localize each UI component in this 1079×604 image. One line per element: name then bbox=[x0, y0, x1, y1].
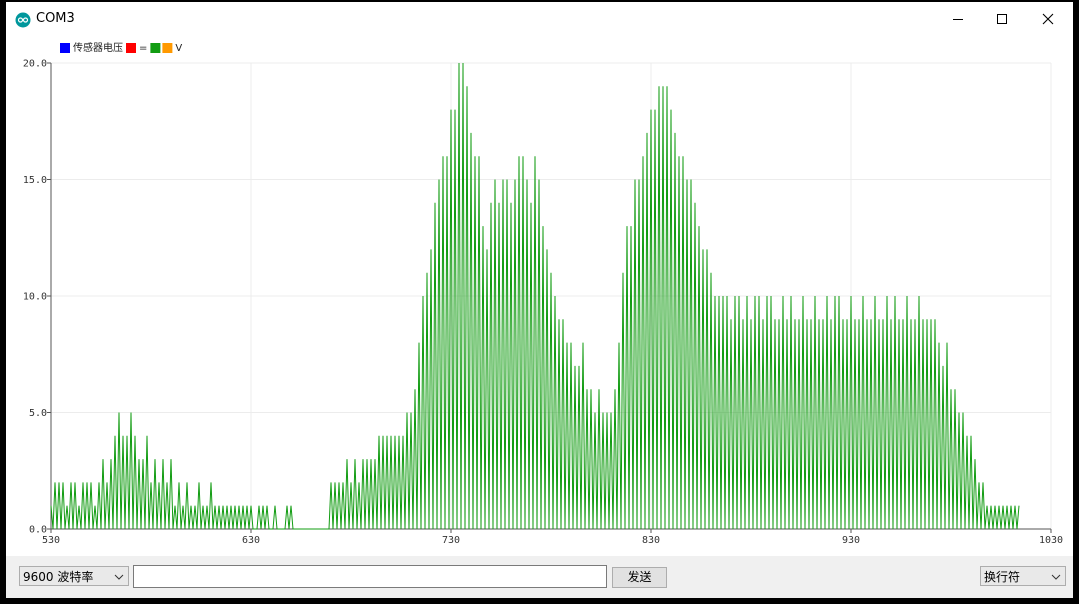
baud-select[interactable]: 9600 波特率 bbox=[19, 566, 129, 586]
send-button[interactable]: 发送 bbox=[612, 567, 667, 588]
message-input[interactable] bbox=[133, 565, 607, 588]
window-title: COM3 bbox=[36, 11, 75, 26]
baud-label: 9600 波特率 bbox=[23, 570, 94, 584]
control-bar: 9600 波特率 发送 换行符 bbox=[6, 556, 1073, 598]
legend-label: 传感器电压 bbox=[73, 41, 123, 54]
line-ending-select[interactable]: 换行符 bbox=[980, 566, 1066, 586]
y-tick-label: 5.0 bbox=[29, 408, 47, 419]
x-tick-label: 530 bbox=[42, 535, 60, 546]
line-ending-label: 换行符 bbox=[984, 570, 1021, 584]
legend-swatch bbox=[150, 43, 161, 53]
plot: 530 630 730 830 930 1030 0.0 5.0 10.0 15.0 20.0 传感器… bbox=[23, 41, 1063, 546]
legend-swatch bbox=[162, 43, 173, 53]
title-bar: COM3 bbox=[6, 2, 1073, 36]
x-tick-label: 1030 bbox=[1039, 535, 1063, 546]
y-tick-label: 20.0 bbox=[23, 59, 47, 70]
x-tick-label: 630 bbox=[242, 535, 260, 546]
legend-label: V bbox=[175, 43, 182, 54]
legend-swatch bbox=[60, 43, 70, 53]
y-tick-label: 10.0 bbox=[23, 292, 47, 303]
y-tick-label: 0.0 bbox=[29, 525, 47, 536]
x-tick-label: 930 bbox=[842, 535, 860, 546]
legend-label: = bbox=[139, 43, 147, 54]
x-tick-label: 830 bbox=[642, 535, 660, 546]
x-tick-label: 730 bbox=[442, 535, 460, 546]
data-line bbox=[50, 62, 1020, 530]
app-icon bbox=[15, 12, 31, 28]
legend-swatch bbox=[126, 43, 136, 53]
window-controls[interactable] bbox=[943, 2, 1073, 36]
y-tick-label: 15.0 bbox=[23, 175, 47, 186]
